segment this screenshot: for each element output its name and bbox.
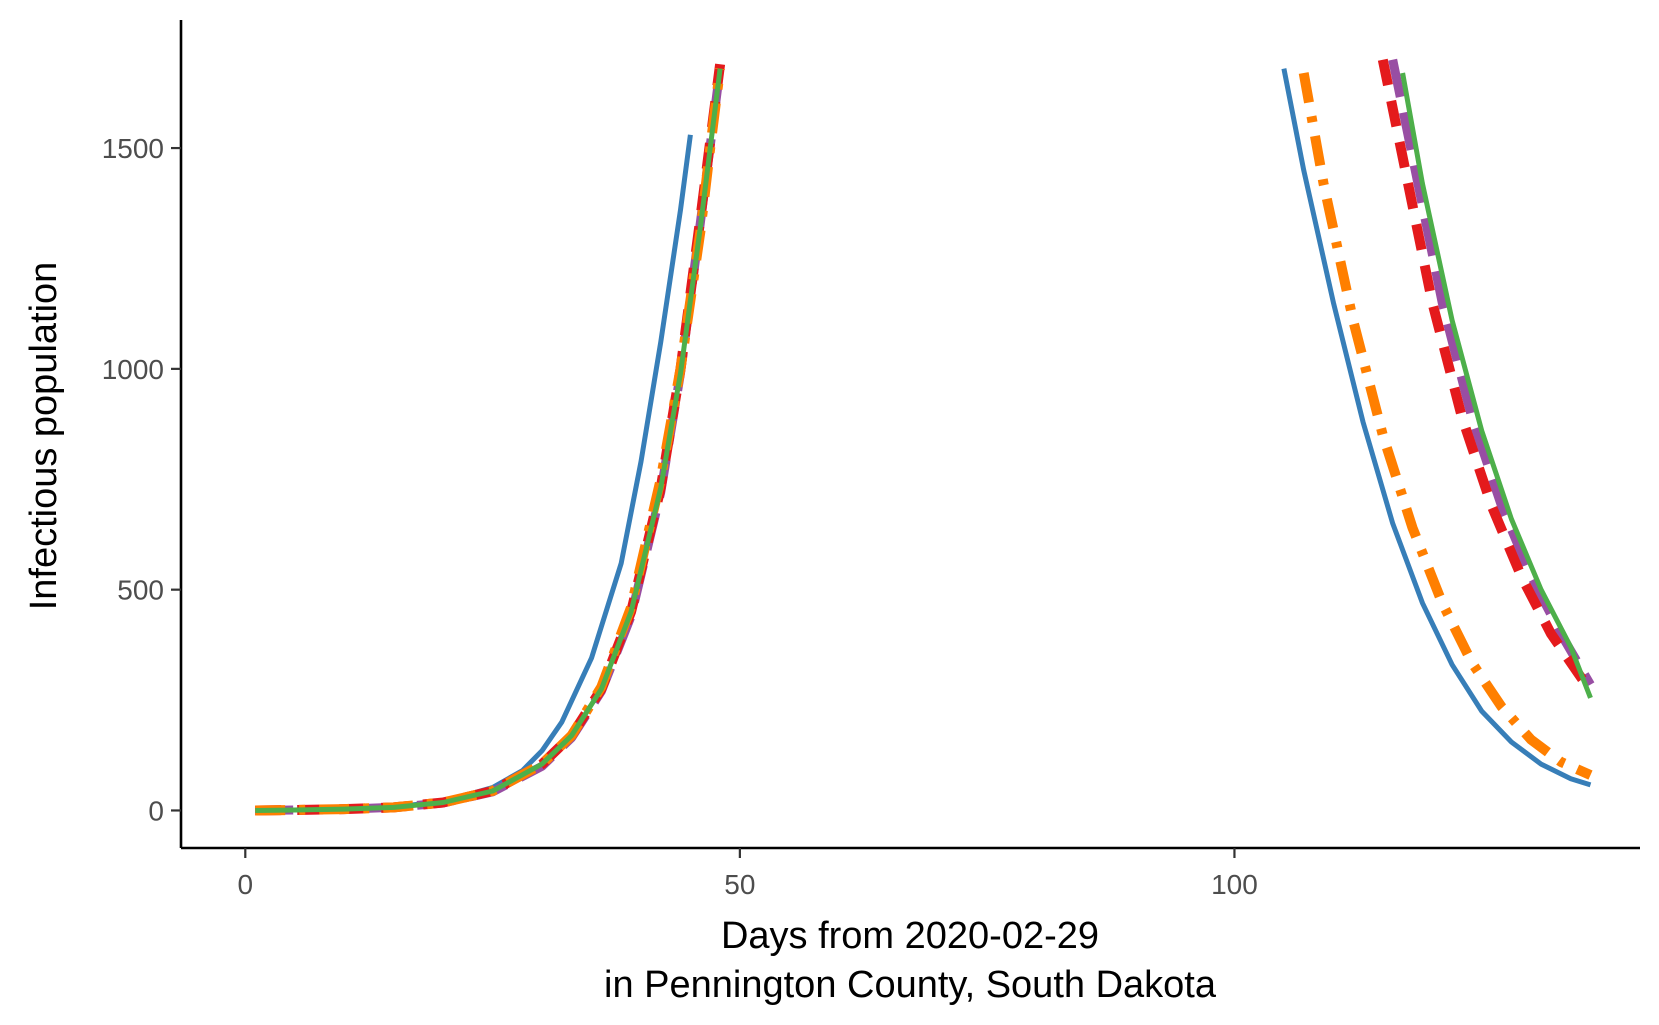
series-3-line-segment-1 <box>255 63 726 816</box>
series-4-line-segment-2 <box>1298 72 1593 780</box>
series-3-line-segment-2 <box>1377 58 1595 695</box>
y-tick-label: 1500 <box>102 133 164 164</box>
series-2-line-segment-2 <box>1388 58 1595 687</box>
y-axis-title: Infectious population <box>23 262 65 611</box>
y-tick-label: 1000 <box>102 354 164 385</box>
y-tick-label: 500 <box>117 575 164 606</box>
series-1-line-segment-2 <box>1281 68 1592 788</box>
series-1-line-segment-1 <box>255 134 693 813</box>
series-4-line-segment-1 <box>255 67 726 816</box>
y-tick-label: 0 <box>148 795 164 826</box>
series-5-line-segment-1 <box>255 68 723 813</box>
series-2-line-segment-1 <box>255 68 725 815</box>
series-5-line-segment-2 <box>1400 72 1593 699</box>
series-lines <box>255 58 1595 816</box>
x-tick-label: 0 <box>238 869 254 900</box>
x-tick-label: 100 <box>1211 869 1258 900</box>
x-tick-label: 50 <box>724 869 755 900</box>
x-axis-title-line-1: Days from 2020-02-29 <box>721 915 1099 957</box>
x-axis-title-line-2: in Pennington County, South Dakota <box>604 964 1217 1006</box>
